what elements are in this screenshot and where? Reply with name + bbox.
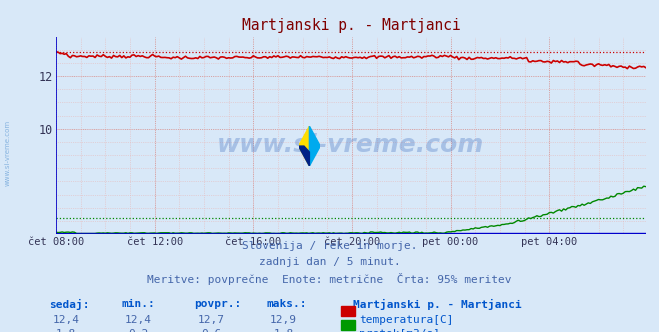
Text: 12,4: 12,4 (53, 315, 79, 325)
Text: Martjanski p. - Martjanci: Martjanski p. - Martjanci (353, 299, 521, 310)
Text: zadnji dan / 5 minut.: zadnji dan / 5 minut. (258, 257, 401, 267)
Text: sedaj:: sedaj: (49, 299, 90, 310)
Text: Slovenija / reke in morje.: Slovenija / reke in morje. (242, 241, 417, 251)
Text: 0,6: 0,6 (201, 329, 221, 332)
Polygon shape (299, 146, 310, 166)
Text: pretok[m3/s]: pretok[m3/s] (359, 329, 440, 332)
Text: min.:: min.: (122, 299, 156, 309)
Text: 1,8: 1,8 (273, 329, 293, 332)
Text: Meritve: povprečne  Enote: metrične  Črta: 95% meritev: Meritve: povprečne Enote: metrične Črta:… (147, 273, 512, 285)
Text: temperatura[C]: temperatura[C] (359, 315, 453, 325)
Text: 0,2: 0,2 (129, 329, 148, 332)
Text: 12,9: 12,9 (270, 315, 297, 325)
Polygon shape (310, 126, 320, 166)
Text: 1,8: 1,8 (56, 329, 76, 332)
Text: 12,7: 12,7 (198, 315, 224, 325)
Polygon shape (299, 126, 310, 166)
Text: www.si-vreme.com: www.si-vreme.com (5, 120, 11, 186)
Text: 12,4: 12,4 (125, 315, 152, 325)
Text: maks.:: maks.: (267, 299, 307, 309)
Text: www.si-vreme.com: www.si-vreme.com (217, 133, 484, 157)
Title: Martjanski p. - Martjanci: Martjanski p. - Martjanci (242, 18, 460, 33)
Text: povpr.:: povpr.: (194, 299, 242, 309)
